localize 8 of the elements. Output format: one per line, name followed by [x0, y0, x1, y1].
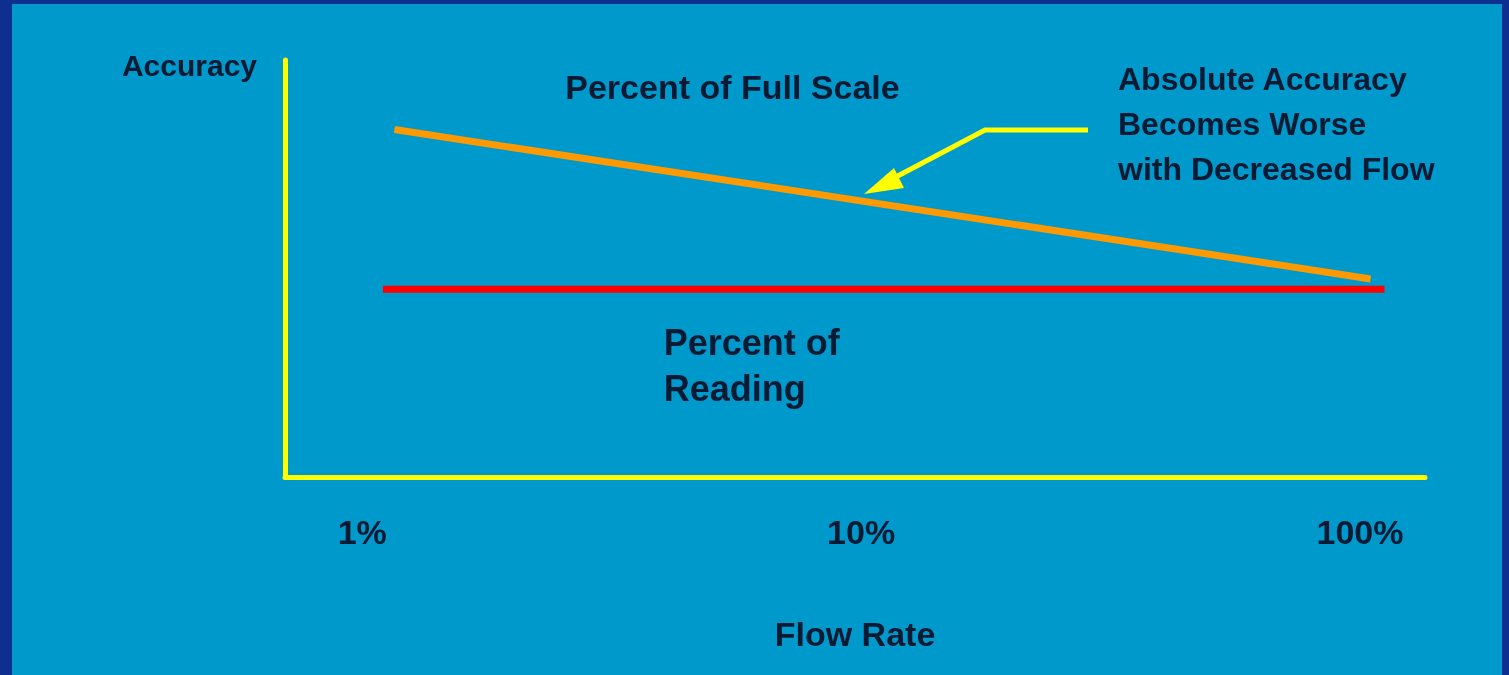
x-tick-label: 100%	[1316, 513, 1404, 551]
annotation: Absolute Accuracy Becomes Worse with Decreased Flow	[1117, 60, 1435, 187]
y-axis-title: Accuracy	[121, 48, 258, 82]
x-tick-label: 10%	[827, 513, 896, 551]
x-tick-label: 1%	[337, 513, 387, 551]
series-label: Percent of Reading	[663, 321, 850, 409]
series-label: Percent of Full Scale	[565, 67, 900, 106]
x-axis-title: Flow Rate	[774, 615, 936, 653]
